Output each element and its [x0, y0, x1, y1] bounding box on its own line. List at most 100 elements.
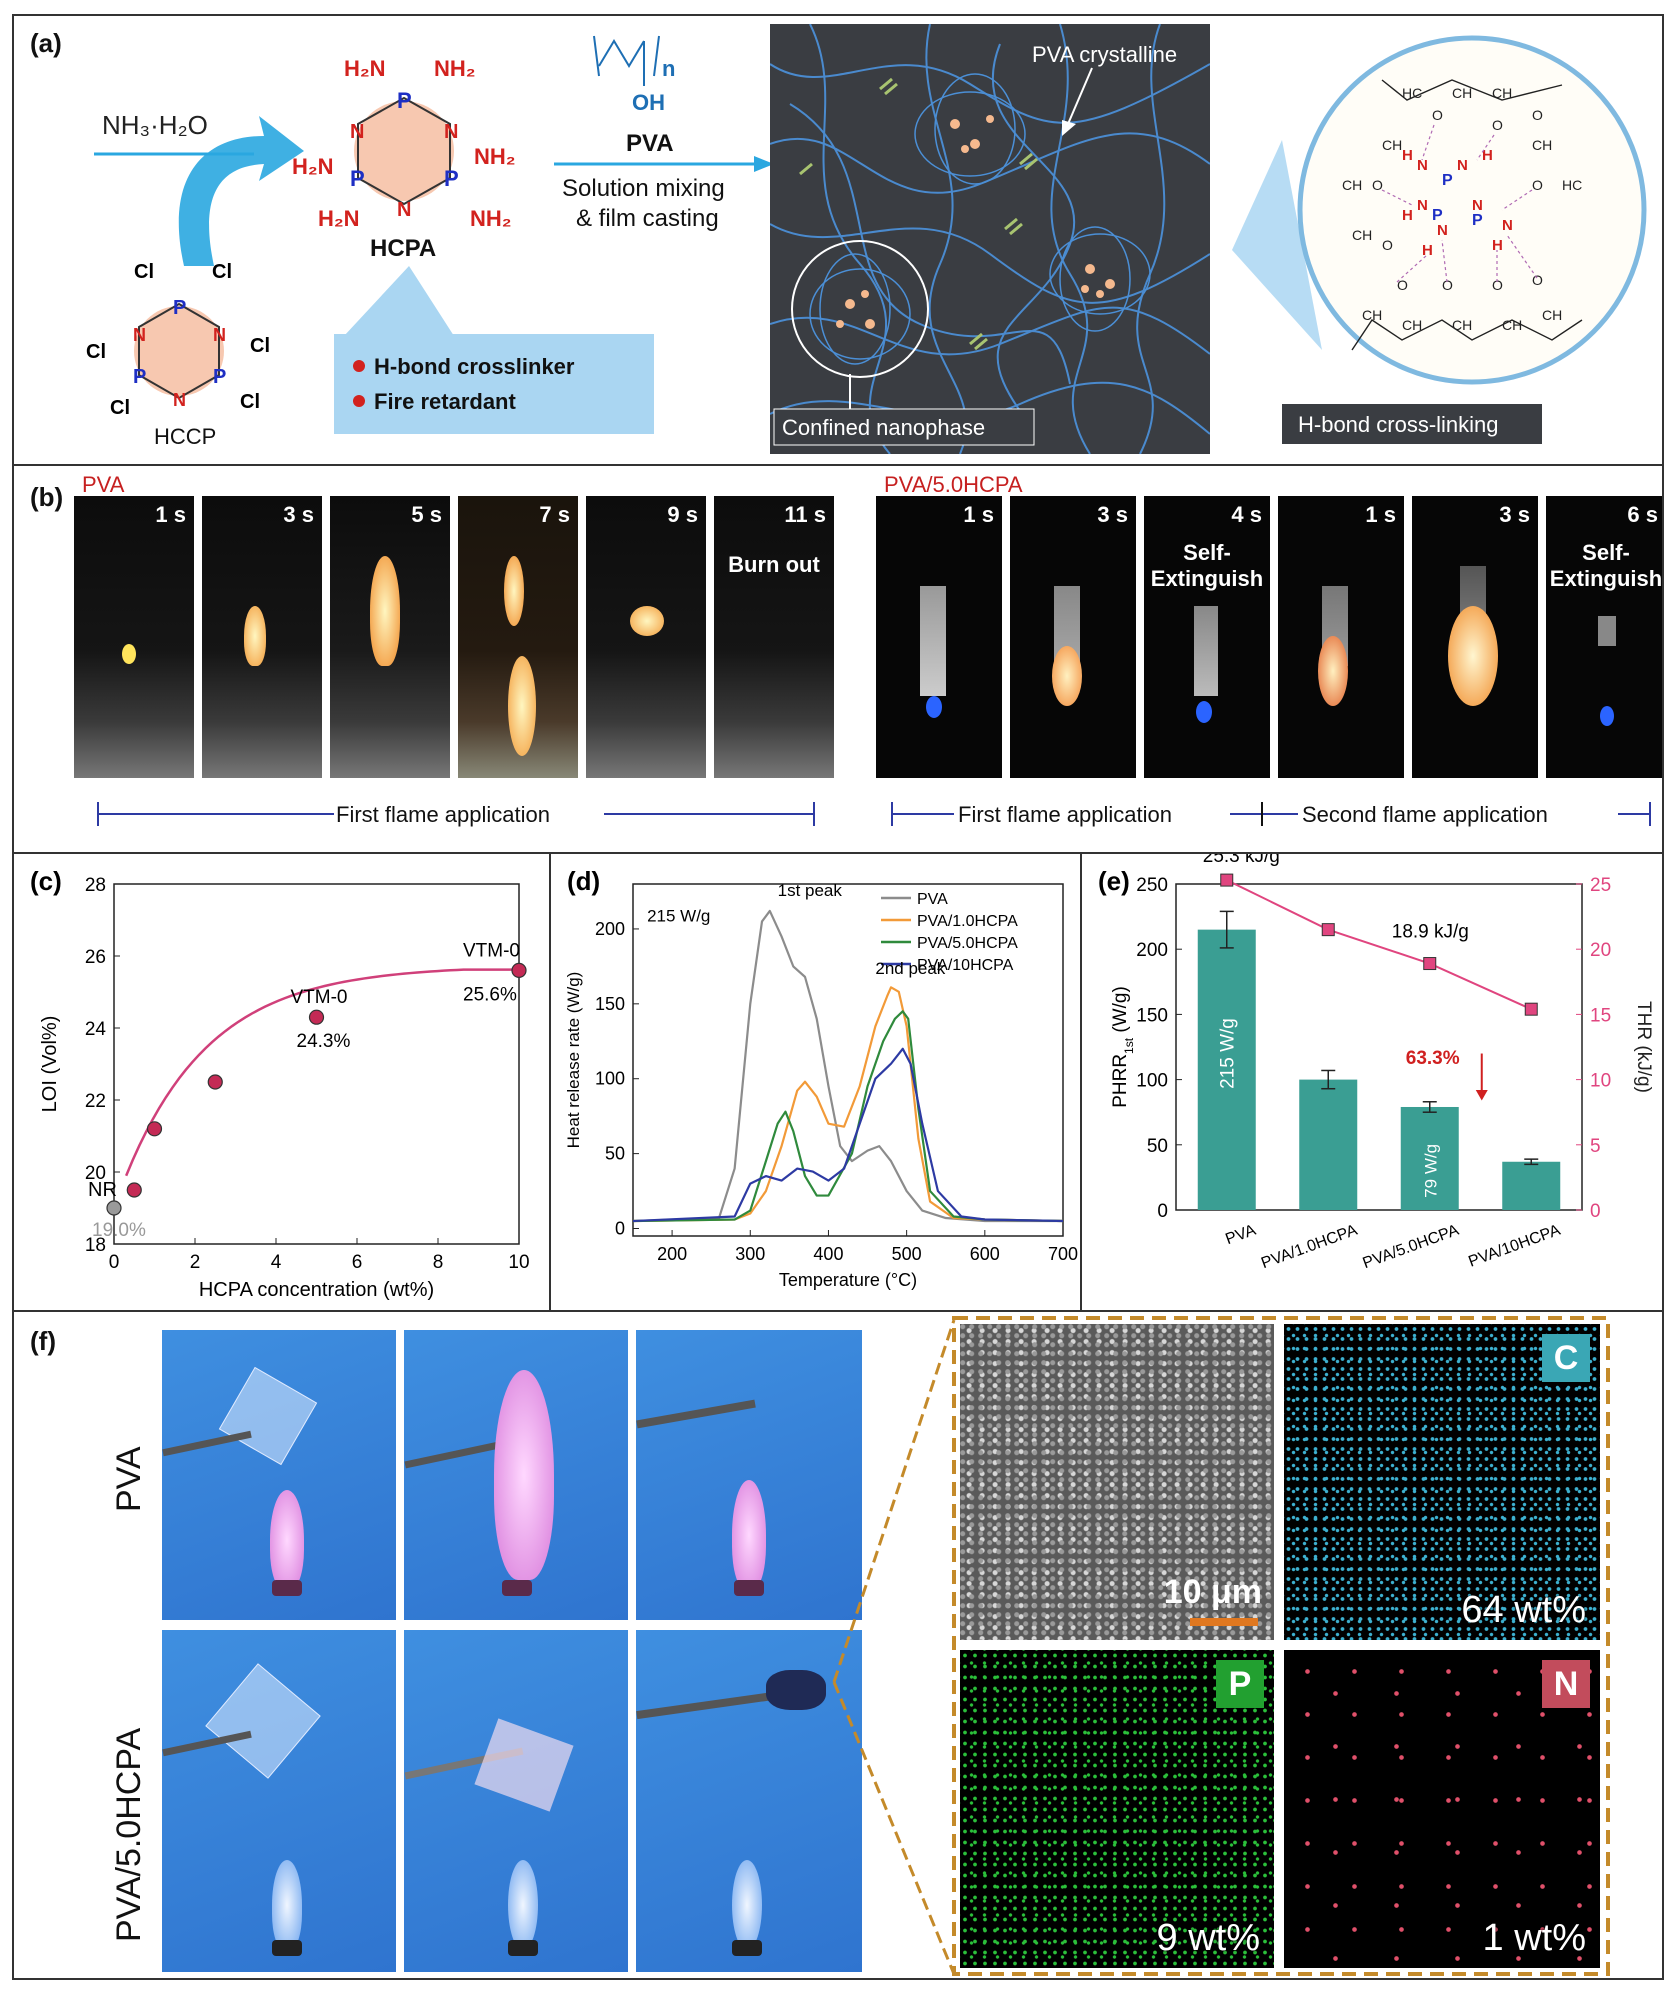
process-line-1: Solution mixing	[562, 175, 725, 202]
hcpa-self-ext-2a: Self-	[1582, 540, 1630, 565]
svg-text:P: P	[213, 366, 226, 388]
reagent-label: NH₃·H₂O	[102, 110, 208, 140]
vtm10-label: VTM-0	[463, 940, 520, 961]
svg-text:N: N	[397, 199, 411, 221]
svg-text:N: N	[444, 121, 458, 143]
series-line	[632, 1010, 1064, 1223]
legend-label: PVA/10HCPA	[917, 957, 1014, 974]
f-photo-3	[636, 1330, 862, 1620]
legend-label: PVA/5.0HCPA	[917, 935, 1018, 952]
y-tick-label-right: 20	[1590, 940, 1611, 961]
svg-text:O: O	[1492, 117, 1503, 133]
eds-wt-c: 64 wt%	[1461, 1589, 1586, 1631]
svg-text:N: N	[1437, 222, 1448, 239]
vtm5-label: VTM-0	[291, 987, 348, 1008]
pva-frame-1: 1 s	[74, 496, 194, 778]
benefit-2: Fire retardant	[374, 389, 516, 414]
y-tick-label-right: 25	[1590, 875, 1611, 896]
thr-point	[1220, 873, 1234, 887]
timeline-bars: First flame application First flame appl…	[97, 800, 1651, 830]
phrr-bar	[1502, 1161, 1561, 1210]
panel-e-label: (e)	[1098, 866, 1130, 896]
svg-text:CH: CH	[1532, 137, 1552, 153]
svg-text:O: O	[1532, 272, 1543, 288]
y-tick-label-right: 15	[1590, 1005, 1611, 1026]
svg-text:NH₂: NH₂	[434, 56, 476, 81]
panel-f: (f) PVA PVA PVA/5.0HCPA	[12, 1310, 1664, 1980]
y-tick-label: 24	[85, 1019, 107, 1040]
hcpa-self-ext-1b: Extinguish	[1150, 566, 1264, 591]
thr-point	[1524, 1002, 1538, 1016]
data-point	[146, 1121, 163, 1137]
reduction-arrowhead	[1475, 1090, 1488, 1101]
x-tick-label: 6	[352, 1252, 363, 1273]
benefit-1: H-bond crosslinker	[374, 354, 575, 379]
svg-text:O: O	[1492, 277, 1503, 293]
hcpa-molecule: P N N P P N H₂N NH₂ H₂N NH₂ H₂N NH₂ HCPA	[292, 56, 516, 262]
svg-text:H: H	[1402, 207, 1413, 224]
svg-text:O: O	[1432, 107, 1443, 123]
svg-text:HC: HC	[1562, 177, 1582, 193]
y-tick-label: 18	[85, 1235, 106, 1256]
x-tick-label: 2	[190, 1252, 201, 1273]
zoom-lines	[832, 1316, 1610, 1976]
y-axis-label-left: PHRR1st (W/g)	[1110, 986, 1136, 1108]
svg-text:CH: CH	[1452, 85, 1472, 101]
pva-frame-5: 9 s	[586, 496, 706, 778]
svg-text:N: N	[1457, 157, 1468, 174]
hbond-label: H-bond cross-linking	[1298, 412, 1499, 437]
nr-value: 19.0%	[92, 1220, 146, 1241]
svg-text:CH: CH	[1492, 85, 1512, 101]
hccp-molecule: P N N P P N Cl Cl Cl Cl Cl Cl HCCP	[86, 261, 270, 449]
pva-network-image: PVA crystalline Confined nanophase	[770, 24, 1210, 454]
data-point	[106, 1200, 122, 1216]
y-axis-label-right: THR (kJ/g)	[1633, 1001, 1654, 1093]
panel-c: (c) 0 2 4 6 8 10 18 20 22 24 26 28 HCPA concentration…	[12, 852, 551, 1312]
svg-text:N: N	[133, 325, 146, 345]
hcpa-frame-2: 3 s	[1010, 496, 1136, 778]
svg-text:Cl: Cl	[134, 261, 154, 283]
pva-structure: n OH PVA	[593, 35, 675, 157]
pva-repeat: n	[662, 56, 675, 81]
hcpa-time-5: 3 s	[1499, 502, 1530, 527]
svg-text:Cl: Cl	[86, 341, 106, 363]
hccp-label: HCCP	[154, 424, 216, 449]
svg-text:CH: CH	[1342, 177, 1362, 193]
pva-time-3: 5 s	[411, 502, 442, 527]
vtm10-value: 25.6%	[463, 984, 517, 1005]
y-tick-label-left: 150	[1136, 1005, 1168, 1026]
hcpa-time-2: 3 s	[1097, 502, 1128, 527]
svg-text:CH: CH	[1352, 227, 1372, 243]
pva-oh: OH	[632, 90, 665, 115]
reduction-label: 63.3%	[1406, 1048, 1460, 1069]
hcpa-frame-4: 1 s	[1278, 496, 1404, 778]
x-axis-label: Temperature (°C)	[779, 1270, 917, 1290]
callout-pointer	[344, 266, 454, 336]
svg-text:Cl: Cl	[212, 261, 232, 283]
bar-pva-label: 215 W/g	[1218, 1018, 1239, 1089]
y-tick-label-left: 0	[1157, 1201, 1168, 1222]
pva-time-1: 1 s	[155, 502, 186, 527]
eds-badge-n: N	[1542, 1660, 1590, 1708]
benefits-box	[334, 334, 654, 434]
x-tick-label: 400	[813, 1244, 843, 1264]
svg-text:N: N	[1472, 197, 1483, 214]
hcpa-frame-5: 3 s	[1412, 496, 1538, 778]
svg-text:H: H	[1482, 147, 1493, 164]
curved-arrow	[178, 116, 304, 266]
svg-text:O: O	[1532, 177, 1543, 193]
x-tick-label: 700	[1048, 1244, 1078, 1264]
svg-text:H₂N: H₂N	[344, 56, 386, 81]
confined-highlight	[791, 240, 929, 378]
category-label: PVA/5.0HCPA	[1361, 1222, 1462, 1273]
svg-text:O: O	[1382, 237, 1393, 253]
panel-d-label: (d)	[567, 866, 600, 896]
confined-label: Confined nanophase	[782, 415, 985, 440]
svg-text:P: P	[350, 166, 365, 191]
y-tick-label-right: 5	[1590, 1136, 1601, 1157]
svg-text:H: H	[1492, 237, 1503, 254]
svg-text:N: N	[1417, 197, 1428, 214]
svg-text:N: N	[1502, 217, 1513, 234]
svg-text:P: P	[1432, 207, 1443, 224]
